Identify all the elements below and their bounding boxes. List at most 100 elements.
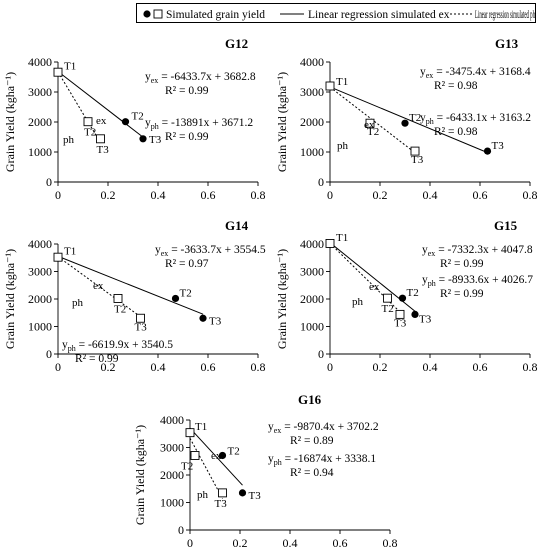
point-label: T1: [336, 76, 348, 88]
y-tick-label: 2000: [300, 115, 324, 129]
ph-point: [325, 239, 335, 248]
ex-point: [121, 118, 130, 126]
ph-point: [136, 313, 145, 323]
ex-line-label: ex: [211, 450, 222, 462]
y-tick-label: 3000: [28, 265, 52, 279]
point-label: T2: [84, 127, 96, 139]
x-tick-label: 0.2: [101, 360, 116, 374]
panel-title: G13: [495, 36, 519, 51]
point-label: T3: [149, 134, 162, 146]
ph-point: [410, 146, 420, 156]
x-tick-label: 0.2: [233, 536, 248, 550]
point-label: T3: [249, 490, 262, 502]
point-label: T3: [215, 498, 228, 510]
chart-panel-g12: 0 0.2 0.4 0.6 0.8 0 1000 2000 3000 4000 Grain Yiel…: [3, 36, 266, 200]
y-tick-label: 1000: [28, 320, 52, 334]
x-tick-label: 0: [187, 536, 193, 550]
y-axis-label: Grain Yield (kgha⁻¹): [3, 72, 17, 172]
x-tick-label: 0: [327, 360, 333, 374]
ph-point: [383, 293, 392, 303]
y-axis-label: Grain Yield (kgha⁻¹): [3, 249, 17, 349]
x-tick-label: 0: [55, 360, 61, 374]
point-label: T3: [394, 317, 407, 329]
panel-title: G12: [225, 36, 248, 51]
x-tick-label: 0.8: [383, 536, 398, 550]
point-label: T2: [409, 112, 421, 124]
x-tick-label: 0.4: [423, 188, 438, 200]
point-label: T2: [228, 445, 240, 457]
y-tick-label: 1000: [300, 320, 324, 334]
y-tick-label: 4000: [28, 55, 52, 69]
x-tick-label: 0.4: [151, 188, 166, 200]
chart-panel-g13: 0 0.2 0.4 0.6 0.8 0 1000 2000 3000 4000 Grain Yiel…: [275, 36, 538, 200]
ex-equation: yex = -3633.7x + 3554.5: [155, 244, 266, 258]
point-label: T2: [181, 460, 193, 472]
ex-r-squared: R² = 0.89: [290, 435, 334, 447]
panel-title: G14: [225, 218, 249, 233]
chart-panel-g16: 0 0.2 0.4 0.6 0.8 0 1000 2000 3000 4000 Grain Yiel…: [133, 392, 398, 550]
ph-point: [190, 451, 200, 460]
ph-r-squared: R² = 0.99: [165, 131, 209, 143]
y-tick-label: 3000: [300, 85, 324, 99]
x-tick-label: 0: [55, 188, 61, 200]
x-tick-label: 0.2: [373, 360, 388, 374]
ph-r-squared: R² = 0.99: [75, 353, 119, 365]
ph-point: [113, 293, 123, 303]
y-axis-label: Grain Yield (kgha⁻¹): [133, 425, 147, 525]
ph-line-label: ph: [337, 140, 349, 152]
ph-point: [53, 67, 63, 77]
x-tick-label: 0.6: [473, 360, 488, 374]
ph-point: [395, 309, 405, 319]
x-tick-label: 0.8: [251, 360, 266, 374]
point-label: T3: [135, 321, 148, 333]
ph-point: [83, 117, 93, 127]
x-tick-label: 0.6: [473, 188, 488, 200]
ph-equation: yph = -6619.9x + 3540.5: [62, 339, 173, 353]
ex-point: [139, 135, 147, 143]
y-tick-label: 0: [318, 175, 324, 189]
ph-line-label: ph: [197, 489, 209, 501]
chart-panel-g14: 0 0.2 0.4 0.6 0.8 0 1000 2000 3000 4000 Grain Yiel…: [3, 218, 266, 374]
legend-filled-marker: [143, 10, 151, 18]
y-tick-label: 0: [178, 523, 184, 537]
point-label: T3: [492, 140, 505, 152]
point-label: T2: [382, 303, 394, 315]
point-label: T1: [195, 421, 207, 433]
y-tick-label: 4000: [300, 237, 324, 251]
point-label: T1: [64, 61, 76, 73]
x-tick-label: 0.2: [101, 188, 116, 200]
y-tick-label: 3000: [28, 85, 52, 99]
legend-simulated-label: Simulated grain yield: [166, 9, 265, 21]
y-tick-label: 2000: [160, 468, 184, 482]
point-label: T1: [336, 232, 348, 244]
ex-equation: yex = -7332.3x + 4047.8: [422, 244, 533, 258]
ex-r-squared: R² = 0.99: [440, 258, 484, 270]
ph-point: [218, 488, 227, 498]
y-tick-label: 4000: [160, 413, 184, 427]
ex-point: [401, 119, 409, 127]
point-label: T2: [407, 287, 419, 299]
ex-line-label: ex: [96, 115, 107, 127]
ex-point: [171, 294, 180, 303]
legend-box: Simulated grain yield Linear regression …: [136, 3, 536, 23]
x-tick-label: 0.8: [523, 360, 538, 374]
point-label: T1: [64, 246, 76, 258]
ph-point: [365, 118, 375, 128]
ex-equation: yex = -3475.4x + 3168.4: [420, 66, 531, 80]
ex-equation: yex = -9870.4x + 3702.2: [268, 421, 379, 435]
y-tick-label: 2000: [28, 292, 52, 306]
legend-ex-label: Linear regression simulated ex: [308, 9, 450, 21]
y-tick-label: 4000: [28, 237, 52, 251]
ex-regression-line: [329, 86, 488, 154]
ex-point: [199, 314, 207, 322]
ph-line-label: ph: [63, 134, 75, 146]
x-tick-label: 0.6: [201, 360, 216, 374]
point-label: T2: [180, 287, 192, 299]
ex-point: [398, 294, 407, 302]
ex-r-squared: R² = 0.97: [165, 258, 209, 270]
y-tick-label: 3000: [300, 265, 324, 279]
x-tick-label: 0.4: [283, 536, 298, 550]
ph-equation: yph = -16874x + 3338.1: [268, 453, 376, 467]
point-label: T3: [411, 154, 424, 166]
